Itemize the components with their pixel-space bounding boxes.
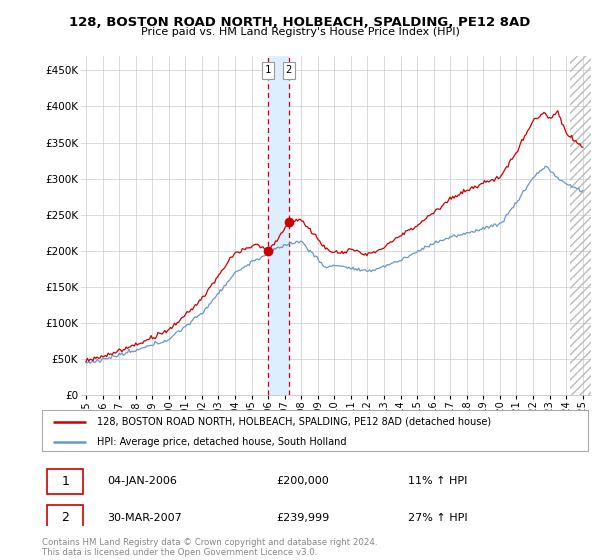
- Text: 128, BOSTON ROAD NORTH, HOLBEACH, SPALDING, PE12 8AD (detached house): 128, BOSTON ROAD NORTH, HOLBEACH, SPALDI…: [97, 417, 491, 427]
- Text: 30-MAR-2007: 30-MAR-2007: [107, 512, 182, 522]
- FancyBboxPatch shape: [47, 505, 83, 530]
- Text: Contains HM Land Registry data © Crown copyright and database right 2024.
This d: Contains HM Land Registry data © Crown c…: [42, 538, 377, 557]
- Text: 27% ↑ HPI: 27% ↑ HPI: [408, 512, 467, 522]
- Bar: [571, 56, 591, 395]
- Bar: [268, 56, 289, 395]
- Text: 128, BOSTON ROAD NORTH, HOLBEACH, SPALDING, PE12 8AD: 128, BOSTON ROAD NORTH, HOLBEACH, SPALDI…: [70, 16, 530, 29]
- Text: Price paid vs. HM Land Registry's House Price Index (HPI): Price paid vs. HM Land Registry's House …: [140, 27, 460, 37]
- Text: £200,000: £200,000: [277, 476, 329, 486]
- Text: 1: 1: [62, 475, 70, 488]
- FancyBboxPatch shape: [47, 469, 83, 494]
- FancyBboxPatch shape: [42, 410, 588, 451]
- Text: 04-JAN-2006: 04-JAN-2006: [107, 476, 178, 486]
- Text: 2: 2: [286, 66, 292, 76]
- Text: 2: 2: [62, 511, 70, 524]
- Text: 11% ↑ HPI: 11% ↑ HPI: [408, 476, 467, 486]
- Text: 1: 1: [265, 66, 271, 76]
- Text: HPI: Average price, detached house, South Holland: HPI: Average price, detached house, Sout…: [97, 437, 346, 447]
- Text: £239,999: £239,999: [277, 512, 330, 522]
